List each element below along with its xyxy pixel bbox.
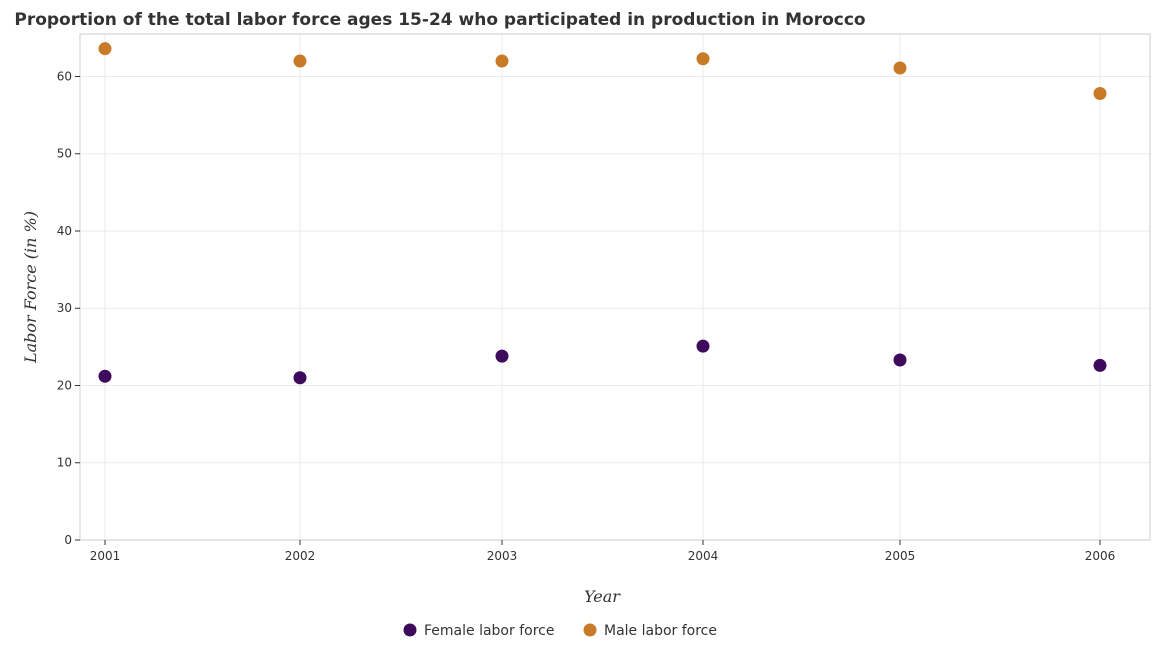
x-tick-label: 2006 <box>1085 549 1116 563</box>
data-point <box>293 371 307 385</box>
x-tick-label: 2002 <box>285 549 316 563</box>
data-points <box>98 42 1107 385</box>
data-point <box>495 54 509 68</box>
y-tick-label: 20 <box>57 378 72 392</box>
legend-label: Male labor force <box>604 623 717 639</box>
data-point <box>696 339 710 353</box>
y-tick-label: 30 <box>57 301 72 315</box>
data-point <box>893 353 907 367</box>
data-point <box>293 54 307 68</box>
x-tick-label: 2001 <box>90 549 121 563</box>
data-point <box>98 42 112 56</box>
y-axis-label: Labor Force (in %) <box>21 211 40 364</box>
x-tick-label: 2005 <box>885 549 916 563</box>
y-tick-label: 60 <box>57 69 72 83</box>
data-point <box>696 52 710 66</box>
x-tick-label: 2003 <box>487 549 518 563</box>
y-tick-label: 40 <box>57 224 72 238</box>
x-axis-label: Year <box>584 587 621 606</box>
legend: Female labor force Male labor force <box>403 623 717 639</box>
y-tick-label: 0 <box>64 533 72 547</box>
data-point <box>495 349 509 363</box>
grid-lines <box>80 34 1150 541</box>
plot-frame <box>79 33 1151 541</box>
legend-marker <box>583 623 597 637</box>
chart-title: Proportion of the total labor force ages… <box>14 10 865 30</box>
y-axis-ticks: 0 10 20 30 40 50 60 <box>57 69 80 547</box>
data-point <box>893 61 907 75</box>
x-axis-ticks: 2001 2002 2003 2004 2005 2006 <box>90 540 1116 563</box>
y-tick-label: 10 <box>57 456 72 470</box>
data-point <box>1093 86 1107 100</box>
legend-label: Female labor force <box>424 623 554 639</box>
legend-marker <box>403 623 417 637</box>
x-tick-label: 2004 <box>688 549 719 563</box>
y-tick-label: 50 <box>57 147 72 161</box>
data-point <box>1093 358 1107 372</box>
data-point <box>98 369 112 383</box>
